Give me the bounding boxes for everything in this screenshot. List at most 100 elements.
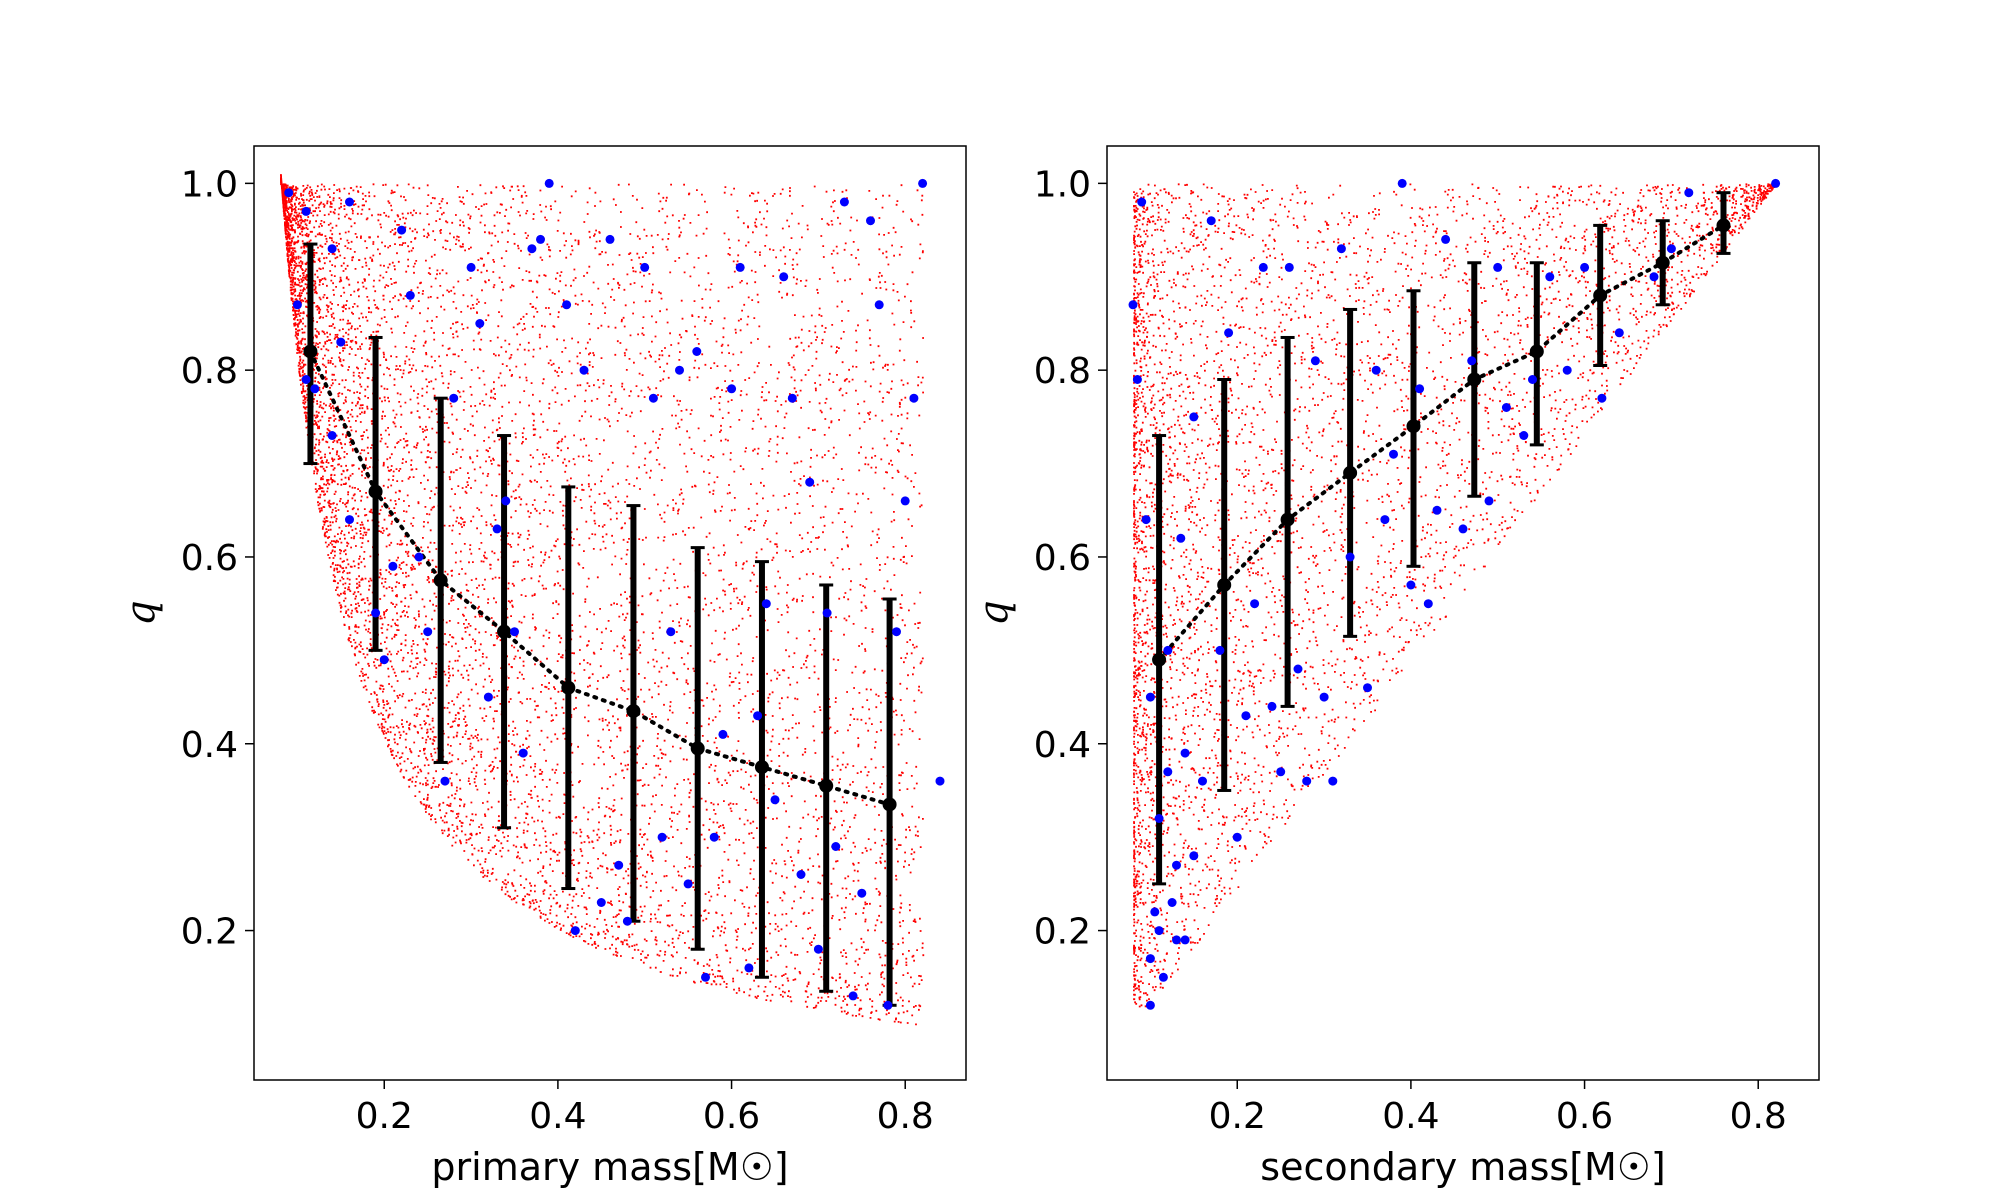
right-observed-point — [1501, 403, 1511, 412]
left-x-tick-label: 0.4 — [529, 1096, 586, 1137]
left-observed-point — [753, 711, 763, 721]
right-observed-point — [1250, 599, 1260, 609]
right-observed-point — [1467, 356, 1477, 366]
left-observed-point — [466, 262, 476, 272]
right-observed-point — [1176, 533, 1186, 543]
left-x-tick-label: 0.8 — [877, 1096, 934, 1137]
right-observed-point — [1141, 515, 1151, 525]
left-observed-point — [440, 776, 450, 786]
left-observed-point — [397, 225, 407, 235]
right-observed-point — [1528, 375, 1537, 384]
left-observed-point — [527, 244, 537, 254]
right-observed-point — [1137, 197, 1147, 207]
right-y-tick-label: 0.4 — [1034, 725, 1091, 766]
right-observed-point — [1232, 832, 1242, 842]
left-observed-point — [779, 272, 789, 282]
right-binned-mean-point — [1716, 218, 1731, 233]
right-x-tick-label: 0.6 — [1556, 1096, 1613, 1137]
right-observed-point — [1562, 365, 1572, 375]
right-observed-points — [1128, 178, 1781, 1010]
left-observed-point — [518, 748, 528, 758]
right-observed-point — [1163, 767, 1173, 777]
right-observed-point — [1580, 262, 1590, 272]
right-observed-point — [1189, 412, 1199, 422]
right-simulated-points — [1133, 183, 1777, 1008]
left-observed-point — [284, 188, 294, 198]
right-observed-point — [1241, 711, 1251, 721]
right-binned-means — [1152, 191, 1731, 886]
right-binned-mean-point — [1217, 577, 1232, 592]
left-binned-mean-point — [433, 573, 448, 588]
left-observed-point — [822, 608, 832, 618]
left-observed-point — [327, 244, 337, 254]
right-observed-point — [1336, 244, 1346, 254]
left-axes-frame — [253, 145, 967, 1081]
right-observed-point — [1145, 954, 1155, 964]
left-observed-point — [839, 197, 849, 207]
right-observed-point — [1158, 972, 1168, 982]
right-binned-mean-point — [1152, 652, 1167, 667]
right-observed-point — [1666, 244, 1676, 254]
right-observed-point — [1345, 552, 1355, 562]
left-observed-point — [536, 234, 545, 244]
right-observed-point — [1154, 814, 1164, 823]
right-observed-point — [1493, 262, 1503, 272]
right-binned-mean-point — [1529, 344, 1544, 359]
right-y-tick-label: 0.6 — [1034, 538, 1091, 579]
right-observed-point — [1128, 300, 1138, 310]
left-observed-point — [675, 365, 684, 375]
left-observed-point — [414, 552, 424, 562]
right-x-tick-label: 0.4 — [1382, 1096, 1439, 1137]
right-y-axis-label: q — [971, 600, 1017, 626]
left-observed-point — [301, 375, 311, 384]
left-observed-point — [935, 776, 945, 786]
right-observed-point — [1371, 365, 1381, 375]
left-observed-point — [640, 262, 650, 272]
right-observed-point — [1389, 449, 1398, 459]
right-observed-point — [1163, 645, 1173, 655]
right-observed-point — [1684, 188, 1694, 198]
left-observed-point — [666, 627, 676, 637]
left-axis-ticks: 0.2 0.4 0.6 0.8 0.2 0.4 0.6 0.8 1.0 — [181, 164, 934, 1137]
left-observed-point — [423, 627, 433, 637]
left-observed-point — [327, 431, 337, 440]
right-observed-point — [1215, 645, 1225, 655]
left-observed-point — [562, 300, 572, 310]
left-binned-mean-point — [882, 797, 897, 812]
right-observed-point — [1206, 216, 1216, 226]
left-binned-mean-point — [303, 344, 318, 359]
left-observed-point — [701, 972, 710, 982]
left-x-tick-label: 0.2 — [356, 1096, 413, 1137]
right-observed-point — [1415, 384, 1425, 394]
left-observed-point — [579, 365, 589, 375]
right-observed-point — [1441, 234, 1451, 244]
right-observed-point — [1423, 599, 1433, 609]
left-observed-point — [510, 627, 519, 637]
left-observed-point — [483, 692, 493, 702]
left-binned-means — [303, 242, 897, 1007]
left-x-tick-label: 0.6 — [703, 1096, 760, 1137]
right-observed-point — [1150, 907, 1160, 917]
left-observed-point — [866, 216, 875, 226]
left-observed-point — [301, 206, 311, 216]
right-binned-mean-point — [1280, 512, 1295, 527]
left-observed-point — [735, 262, 745, 272]
left-y-axis-label: q — [118, 600, 164, 626]
left-observed-point — [718, 729, 728, 739]
right-observed-point — [1545, 272, 1555, 282]
left-observed-point — [449, 393, 459, 403]
left-observed-point — [388, 561, 398, 571]
right-binned-mean-point — [1343, 465, 1358, 480]
left-observed-point — [345, 197, 354, 207]
right-observed-point — [1267, 701, 1277, 711]
left-panel: 0.2 0.4 0.6 0.8 0.2 0.4 0.6 0.8 1.0 primary mass… — [118, 145, 967, 1189]
left-y-tick-label: 0.2 — [181, 912, 238, 953]
right-y-tick-label: 1.0 — [1034, 164, 1091, 205]
left-observed-point — [761, 599, 771, 609]
right-observed-point — [1649, 272, 1659, 282]
right-observed-point — [1172, 935, 1181, 945]
right-observed-point — [1484, 496, 1494, 506]
left-observed-point — [900, 496, 910, 506]
left-x-axis-label: primary mass[M☉] — [431, 1145, 788, 1189]
right-observed-point — [1614, 328, 1624, 338]
